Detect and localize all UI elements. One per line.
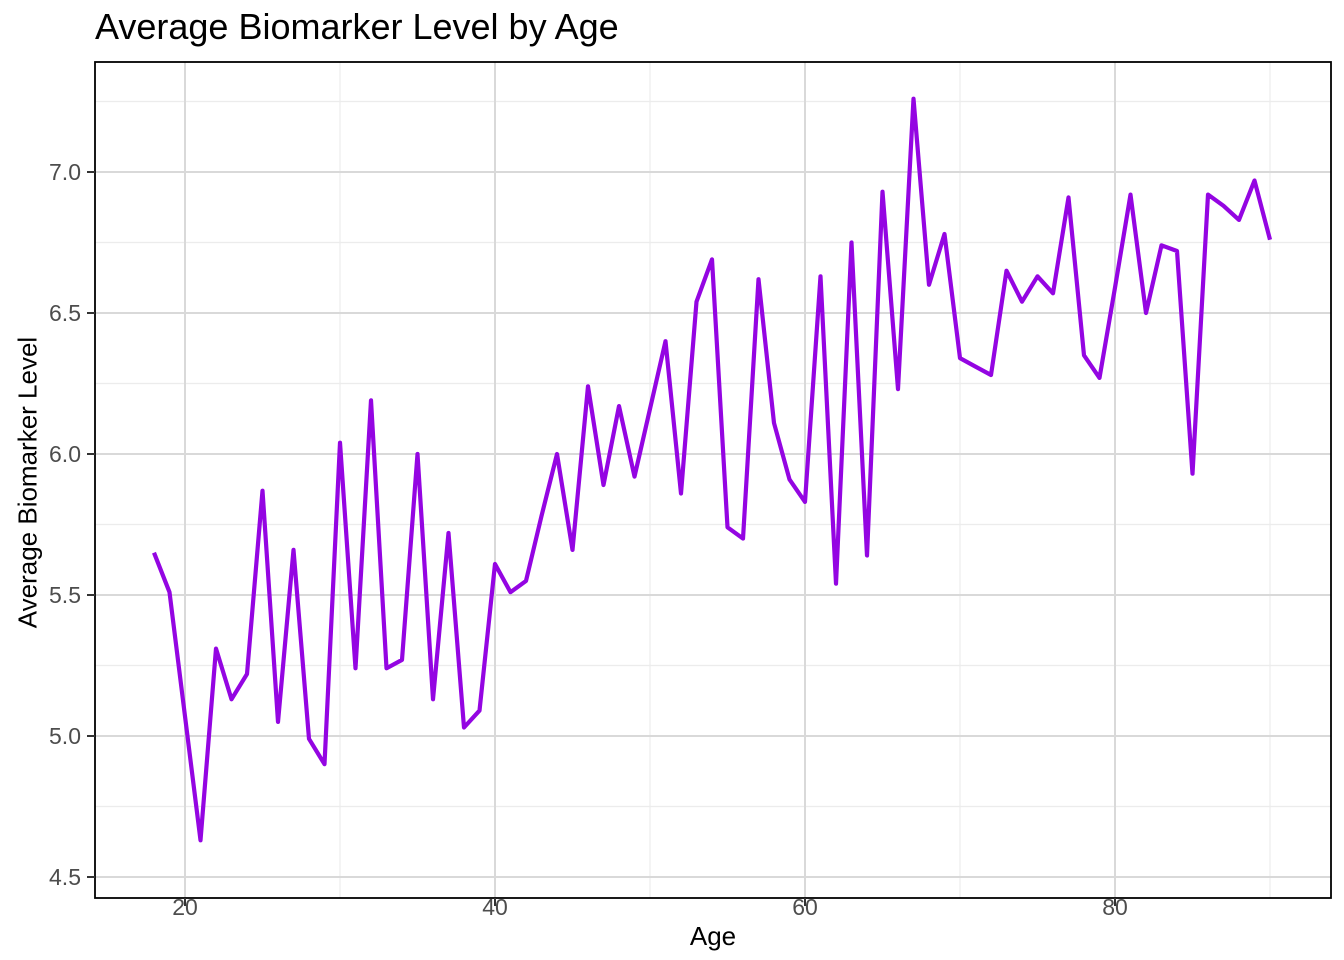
y-tick-label: 6.0 xyxy=(49,441,81,467)
biomarker-line xyxy=(152,96,1273,843)
y-tick-label: 6.5 xyxy=(49,300,81,326)
y-tick-label: 7.0 xyxy=(49,159,81,185)
x-tick-label: 40 xyxy=(482,894,508,920)
y-tick-label: 5.0 xyxy=(49,723,81,749)
x-tick-labels: 20 40 60 80 xyxy=(172,894,1128,920)
gridlines-minor xyxy=(95,62,1331,898)
axis-tick-marks xyxy=(87,171,1116,906)
x-axis-title: Age xyxy=(689,921,737,951)
y-tick-label: 4.5 xyxy=(49,864,81,890)
y-tick-label: 5.5 xyxy=(49,582,81,608)
x-tick-label: 80 xyxy=(1102,894,1128,920)
y-axis-title: Average Biomarker Level xyxy=(12,336,43,629)
chart-title: Average Biomarker Level by Age xyxy=(95,6,619,47)
panel-background xyxy=(95,62,1331,898)
x-tick-label: 60 xyxy=(792,894,818,920)
panel-border xyxy=(94,61,1332,899)
y-tick-labels: 4.5 5.0 5.5 6.0 6.5 7.0 xyxy=(49,159,81,890)
x-tick-label: 20 xyxy=(172,894,198,920)
